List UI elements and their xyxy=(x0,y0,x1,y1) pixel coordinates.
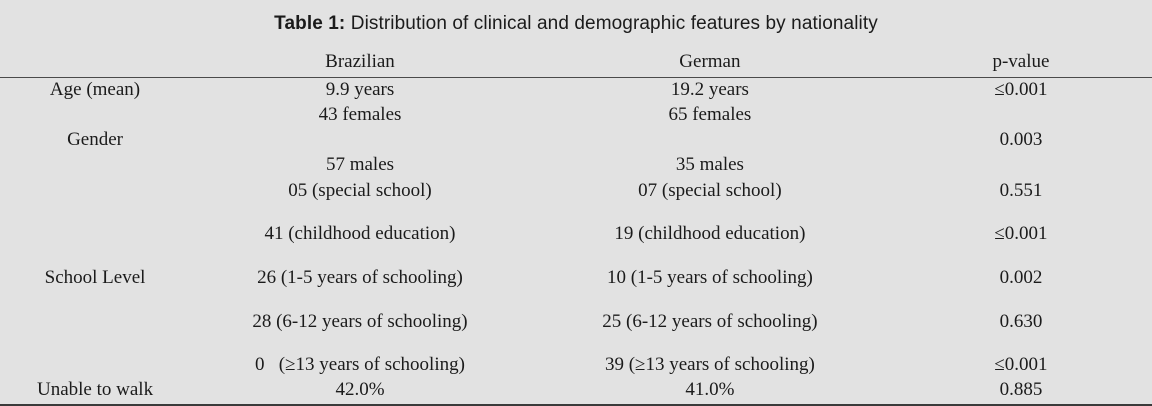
row-label-cell: Age (mean) xyxy=(49,79,141,100)
pvalue-cell xyxy=(890,104,1152,129)
pvalue-cell: 0.551 xyxy=(999,180,1043,201)
row-label-cell xyxy=(0,179,190,205)
german-cell: 25 (6-12 years of schooling) xyxy=(602,311,818,332)
table-row-school-childhood: 41 (childhood education) 19 (childhood e… xyxy=(0,205,1152,248)
table-row-school-6-12: 28 (6-12 years of schooling) 25 (6-12 ye… xyxy=(0,292,1152,336)
brazilian-cell xyxy=(190,129,530,154)
row-label-cell xyxy=(0,154,190,179)
row-label-cell xyxy=(0,104,190,129)
table-row-gender-label: Gender 0.003 xyxy=(0,129,1152,154)
row-label-cell: School Level xyxy=(44,267,146,288)
brazilian-cell: 0 (≥13 years of schooling) xyxy=(255,354,465,375)
pvalue-cell: ≤0.001 xyxy=(994,79,1048,100)
row-label-cell xyxy=(0,336,190,379)
table-caption: Table 1: Distribution of clinical and de… xyxy=(0,0,1152,40)
table-row-unable-to-walk: Unable to walk 42.0% 41.0% 0.885 xyxy=(0,379,1152,405)
german-cell: 07 (special school) xyxy=(638,180,782,201)
german-cell: 39 (≥13 years of schooling) xyxy=(604,354,815,375)
pvalue-cell: ≤0.001 xyxy=(994,354,1048,375)
german-cell: 41.0% xyxy=(685,379,735,400)
column-header-brazilian: Brazilian xyxy=(325,50,395,72)
row-label-cell xyxy=(0,205,190,248)
pvalue-cell: ≤0.001 xyxy=(994,223,1048,244)
pvalue-cell: 0.002 xyxy=(999,267,1043,288)
pvalue-cell: 0.885 xyxy=(999,379,1043,400)
brazilian-cell: 9.9 years xyxy=(325,79,395,100)
brazilian-cell: 26 (1-5 years of schooling) xyxy=(257,267,463,288)
table-row-school-special: 05 (special school) 07 (special school) … xyxy=(0,179,1152,205)
brazilian-cell: 43 females xyxy=(318,104,402,125)
pvalue-cell xyxy=(890,154,1152,179)
german-cell xyxy=(530,129,890,154)
row-label-cell: Gender xyxy=(67,129,123,150)
german-cell: 10 (1-5 years of schooling) xyxy=(607,267,813,288)
row-label-cell xyxy=(0,292,190,336)
table-row-age: Age (mean) 9.9 years 19.2 years ≤0.001 xyxy=(0,77,1152,104)
pvalue-cell: 0.630 xyxy=(999,311,1043,332)
row-label-cell: Unable to walk xyxy=(37,379,154,400)
features-by-nationality-table: Brazilian German p-value Age (mean) 9.9 … xyxy=(0,40,1152,406)
column-header-german: German xyxy=(679,50,741,72)
german-cell: 35 males xyxy=(675,154,744,175)
brazilian-cell: 42.0% xyxy=(335,379,385,400)
column-header-blank xyxy=(0,40,190,77)
brazilian-cell: 28 (6-12 years of schooling) xyxy=(252,311,468,332)
brazilian-cell: 05 (special school) xyxy=(288,180,432,201)
header-row: Brazilian German p-value xyxy=(0,40,1152,77)
brazilian-cell: 57 males xyxy=(325,154,395,175)
table-row-school-1-5: School Level 26 (1-5 years of schooling)… xyxy=(0,248,1152,292)
table-caption-label: Table 1: xyxy=(274,13,346,34)
brazilian-cell: 41 (childhood education) xyxy=(264,223,456,244)
german-cell: 19.2 years xyxy=(670,79,749,100)
pvalue-cell: 0.003 xyxy=(999,129,1043,150)
table-row-school-13plus: 0 (≥13 years of schooling) 39 (≥13 years… xyxy=(0,336,1152,379)
german-cell: 65 females xyxy=(668,104,752,125)
table-caption-text: Distribution of clinical and demographic… xyxy=(350,13,878,34)
table-row-gender-females: 43 females 65 females xyxy=(0,104,1152,129)
table-row-gender-males: 57 males 35 males xyxy=(0,154,1152,179)
german-cell: 19 (childhood education) xyxy=(614,223,806,244)
column-header-pvalue: p-value xyxy=(992,50,1050,72)
